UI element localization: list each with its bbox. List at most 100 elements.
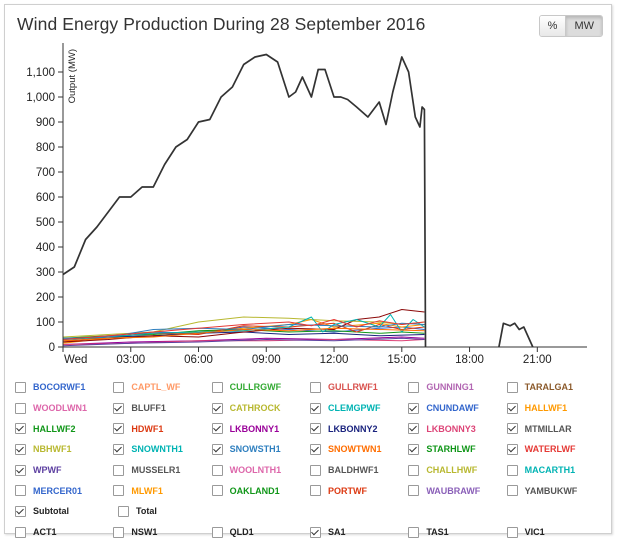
- legend-checkbox[interactable]: [408, 443, 420, 455]
- legend-row: NBHWF1 SNOWNTH1 SNOWSTH1 SNOWTWN1 STARHLWF WA…: [15, 439, 605, 460]
- legend-item-woodlwn1[interactable]: WOODLWN1: [15, 402, 113, 414]
- legend-checkbox[interactable]: [15, 402, 26, 414]
- legend-item-cullrgwf[interactable]: CULLRGWF: [211, 381, 310, 393]
- legend-item-subtotal[interactable]: Subtotal: [15, 505, 118, 517]
- legend-item-mercer01[interactable]: MERCER01: [15, 485, 113, 497]
- x-tick-label: 06:00: [184, 354, 213, 366]
- legend-checkbox[interactable]: [408, 423, 420, 435]
- legend-checkbox[interactable]: [15, 526, 26, 538]
- legend-checkbox[interactable]: [408, 381, 420, 393]
- percent-button[interactable]: %: [539, 16, 567, 36]
- legend-checkbox[interactable]: [113, 485, 125, 497]
- legend-checkbox[interactable]: [15, 443, 26, 455]
- legend-item-captl_wf[interactable]: CAPTL_WF: [113, 381, 211, 393]
- legend-checkbox[interactable]: [15, 381, 26, 393]
- legend-checkbox[interactable]: [309, 526, 321, 538]
- legend-item-challhwf[interactable]: CHALLHWF: [408, 464, 506, 476]
- legend-label: CULLRGWF: [229, 382, 282, 393]
- legend-item-hdwf1[interactable]: HDWF1: [113, 423, 211, 435]
- legend-item-snownth1[interactable]: SNOWNTH1: [113, 443, 211, 455]
- legend-checkbox[interactable]: [211, 381, 223, 393]
- legend-item-woolnth1[interactable]: WOOLNTH1: [211, 464, 310, 476]
- legend-checkbox[interactable]: [309, 402, 321, 414]
- legend-item-lkbonny1[interactable]: LKBONNY1: [211, 423, 310, 435]
- legend-checkbox[interactable]: [506, 464, 518, 476]
- legend-checkbox[interactable]: [408, 526, 420, 538]
- legend-item-lkbonny3[interactable]: LKBONNY3: [408, 423, 506, 435]
- legend-checkbox[interactable]: [113, 381, 125, 393]
- legend-checkbox[interactable]: [113, 423, 125, 435]
- legend-item-waubrawf[interactable]: WAUBRAWF: [408, 485, 506, 497]
- legend-checkbox[interactable]: [15, 485, 26, 497]
- legend-checkbox[interactable]: [15, 505, 26, 517]
- legend-item-mtmillar[interactable]: MTMILLAR: [506, 423, 605, 435]
- legend-item-gunning1[interactable]: GUNNING1: [408, 381, 506, 393]
- legend-item-sa1[interactable]: SA1: [309, 526, 408, 538]
- legend-item-nsw1[interactable]: NSW1: [113, 526, 211, 538]
- legend-item-lkbonny2[interactable]: LKBONNY2: [309, 423, 408, 435]
- legend-checkbox[interactable]: [506, 485, 518, 497]
- legend-item-oakland1[interactable]: OAKLAND1: [211, 485, 310, 497]
- legend-checkbox[interactable]: [408, 402, 420, 414]
- legend-checkbox[interactable]: [15, 464, 26, 476]
- legend-row: Subtotal Total: [15, 501, 605, 522]
- legend-item-total[interactable]: Total: [118, 505, 221, 517]
- legend-checkbox[interactable]: [506, 381, 518, 393]
- legend-checkbox[interactable]: [506, 423, 518, 435]
- legend-row: BOCORWF1 CAPTL_WF CULLRGWF GULLRWF1 GUNNING1…: [15, 377, 605, 398]
- legend-item-portwf[interactable]: PORTWF: [309, 485, 408, 497]
- legend-checkbox[interactable]: [113, 402, 125, 414]
- legend-item-snowtwn1[interactable]: SNOWTWN1: [309, 443, 408, 455]
- legend-checkbox[interactable]: [309, 464, 321, 476]
- legend-item-cathrock[interactable]: CATHROCK: [211, 402, 310, 414]
- legend-item-yambukwf[interactable]: YAMBUKWF: [506, 485, 605, 497]
- legend-checkbox[interactable]: [211, 423, 223, 435]
- legend-checkbox[interactable]: [15, 423, 26, 435]
- legend-item-qld1[interactable]: QLD1: [211, 526, 310, 538]
- legend-item-hallwf2[interactable]: HALLWF2: [15, 423, 113, 435]
- legend-checkbox[interactable]: [506, 526, 518, 538]
- legend-row: WPWF MUSSELR1 WOOLNTH1 BALDHWF1 CHALLHWF MACA…: [15, 460, 605, 481]
- y-tick-label: 100: [36, 317, 55, 329]
- legend-checkbox[interactable]: [211, 443, 223, 455]
- series-line-snowtwn1: [62, 327, 425, 342]
- legend-item-wpwf[interactable]: WPWF: [15, 464, 113, 476]
- legend-checkbox[interactable]: [113, 464, 125, 476]
- legend-checkbox[interactable]: [211, 464, 223, 476]
- legend-item-vic1[interactable]: VIC1: [506, 526, 605, 538]
- legend-label: BALDHWF1: [327, 465, 379, 476]
- legend-item-mlwf1[interactable]: MLWF1: [113, 485, 211, 497]
- legend-checkbox[interactable]: [113, 443, 125, 455]
- legend-checkbox[interactable]: [118, 505, 129, 517]
- legend-checkbox[interactable]: [408, 485, 420, 497]
- legend-checkbox[interactable]: [309, 485, 321, 497]
- mw-button[interactable]: MW: [566, 16, 602, 36]
- legend-item-bocorwf1[interactable]: BOCORWF1: [15, 381, 113, 393]
- legend-checkbox[interactable]: [506, 443, 518, 455]
- legend-item-gullrwf1[interactable]: GULLRWF1: [309, 381, 408, 393]
- legend-item-bluff1[interactable]: BLUFF1: [113, 402, 211, 414]
- legend-checkbox[interactable]: [309, 423, 321, 435]
- legend-checkbox[interactable]: [113, 526, 125, 538]
- x-tick-label: 15:00: [387, 354, 416, 366]
- legend-item-waterlwf[interactable]: WATERLWF: [506, 443, 605, 455]
- legend-checkbox[interactable]: [309, 443, 321, 455]
- legend-item-baldhwf1[interactable]: BALDHWF1: [309, 464, 408, 476]
- legend-checkbox[interactable]: [408, 464, 420, 476]
- legend-checkbox[interactable]: [211, 402, 223, 414]
- legend-item-taralga1[interactable]: TARALGA1: [506, 381, 605, 393]
- legend-item-starhlwf[interactable]: STARHLWF: [408, 443, 506, 455]
- legend-item-hallwf1[interactable]: HALLWF1: [506, 402, 605, 414]
- legend-item-macarth1[interactable]: MACARTH1: [506, 464, 605, 476]
- legend-checkbox[interactable]: [506, 402, 518, 414]
- legend-item-tas1[interactable]: TAS1: [408, 526, 506, 538]
- legend-item-clemgpwf[interactable]: CLEMGPWF: [309, 402, 408, 414]
- legend-item-snowsth1[interactable]: SNOWSTH1: [211, 443, 310, 455]
- legend-checkbox[interactable]: [211, 485, 223, 497]
- legend-item-musselr1[interactable]: MUSSELR1: [113, 464, 211, 476]
- legend-item-cnundawf[interactable]: CNUNDAWF: [408, 402, 506, 414]
- legend-item-act1[interactable]: ACT1: [15, 526, 113, 538]
- legend-checkbox[interactable]: [309, 381, 321, 393]
- legend-item-nbhwf1[interactable]: NBHWF1: [15, 443, 113, 455]
- legend-checkbox[interactable]: [211, 526, 223, 538]
